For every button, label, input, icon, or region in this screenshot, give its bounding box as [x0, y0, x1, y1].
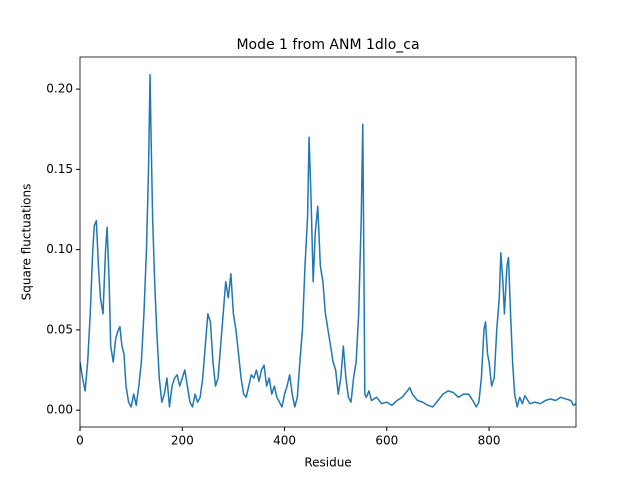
- y-axis-label: Square fluctuations: [20, 184, 34, 301]
- x-tick-label: 400: [273, 434, 296, 448]
- y-tick-label: 0.10: [46, 242, 73, 256]
- x-tick-label: 600: [375, 434, 398, 448]
- y-tick-label: 0.00: [46, 403, 73, 417]
- y-tick-label: 0.20: [46, 82, 73, 96]
- x-tick-label: 200: [171, 434, 194, 448]
- chart-title: Mode 1 from ANM 1dlo_ca: [236, 37, 419, 53]
- y-tick-label: 0.05: [46, 322, 73, 336]
- y-tick-label: 0.15: [46, 162, 73, 176]
- data-line: [80, 73, 576, 408]
- plot-frame: [79, 56, 577, 428]
- x-tick-label: 800: [478, 434, 501, 448]
- x-axis-label: Residue: [304, 456, 351, 470]
- x-tick-label: 0: [76, 434, 84, 448]
